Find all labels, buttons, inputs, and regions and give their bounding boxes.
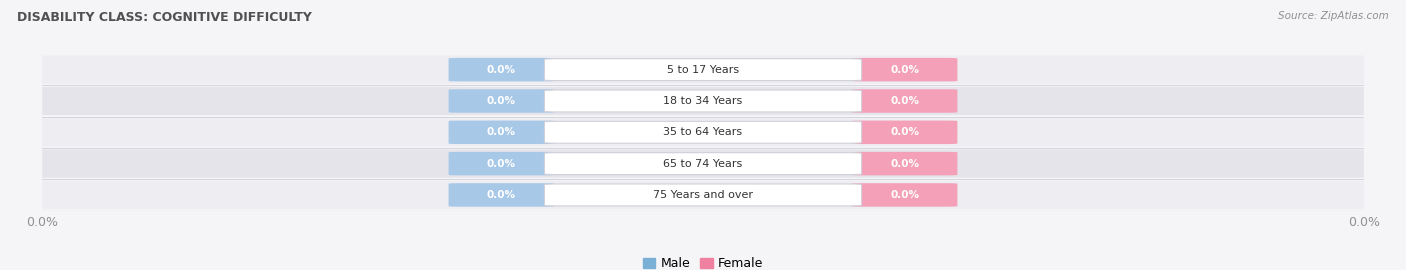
- FancyBboxPatch shape: [42, 150, 1364, 178]
- FancyBboxPatch shape: [544, 153, 862, 175]
- Text: 0.0%: 0.0%: [486, 127, 516, 137]
- Text: 35 to 64 Years: 35 to 64 Years: [664, 127, 742, 137]
- Text: DISABILITY CLASS: COGNITIVE DIFFICULTY: DISABILITY CLASS: COGNITIVE DIFFICULTY: [17, 11, 312, 24]
- FancyBboxPatch shape: [449, 152, 554, 176]
- Text: 0.0%: 0.0%: [486, 158, 516, 169]
- Text: 0.0%: 0.0%: [486, 96, 516, 106]
- FancyBboxPatch shape: [852, 120, 957, 144]
- FancyBboxPatch shape: [544, 121, 862, 143]
- Text: 0.0%: 0.0%: [486, 190, 516, 200]
- Text: 65 to 74 Years: 65 to 74 Years: [664, 158, 742, 169]
- Text: 0.0%: 0.0%: [890, 96, 920, 106]
- FancyBboxPatch shape: [449, 89, 554, 113]
- FancyBboxPatch shape: [852, 152, 957, 176]
- FancyBboxPatch shape: [544, 90, 862, 112]
- FancyBboxPatch shape: [42, 118, 1364, 146]
- FancyBboxPatch shape: [42, 181, 1364, 209]
- Text: 18 to 34 Years: 18 to 34 Years: [664, 96, 742, 106]
- Text: 0.0%: 0.0%: [890, 158, 920, 169]
- FancyBboxPatch shape: [449, 120, 554, 144]
- FancyBboxPatch shape: [449, 183, 554, 207]
- FancyBboxPatch shape: [42, 87, 1364, 115]
- Text: 0.0%: 0.0%: [890, 65, 920, 75]
- Legend: Male, Female: Male, Female: [643, 257, 763, 270]
- FancyBboxPatch shape: [852, 183, 957, 207]
- Text: 5 to 17 Years: 5 to 17 Years: [666, 65, 740, 75]
- Text: 0.0%: 0.0%: [890, 127, 920, 137]
- Text: Source: ZipAtlas.com: Source: ZipAtlas.com: [1278, 11, 1389, 21]
- FancyBboxPatch shape: [449, 58, 554, 81]
- Text: 0.0%: 0.0%: [890, 190, 920, 200]
- FancyBboxPatch shape: [42, 56, 1364, 84]
- FancyBboxPatch shape: [852, 58, 957, 81]
- FancyBboxPatch shape: [544, 184, 862, 206]
- Text: 0.0%: 0.0%: [486, 65, 516, 75]
- FancyBboxPatch shape: [852, 89, 957, 113]
- Text: 75 Years and over: 75 Years and over: [652, 190, 754, 200]
- FancyBboxPatch shape: [544, 59, 862, 81]
